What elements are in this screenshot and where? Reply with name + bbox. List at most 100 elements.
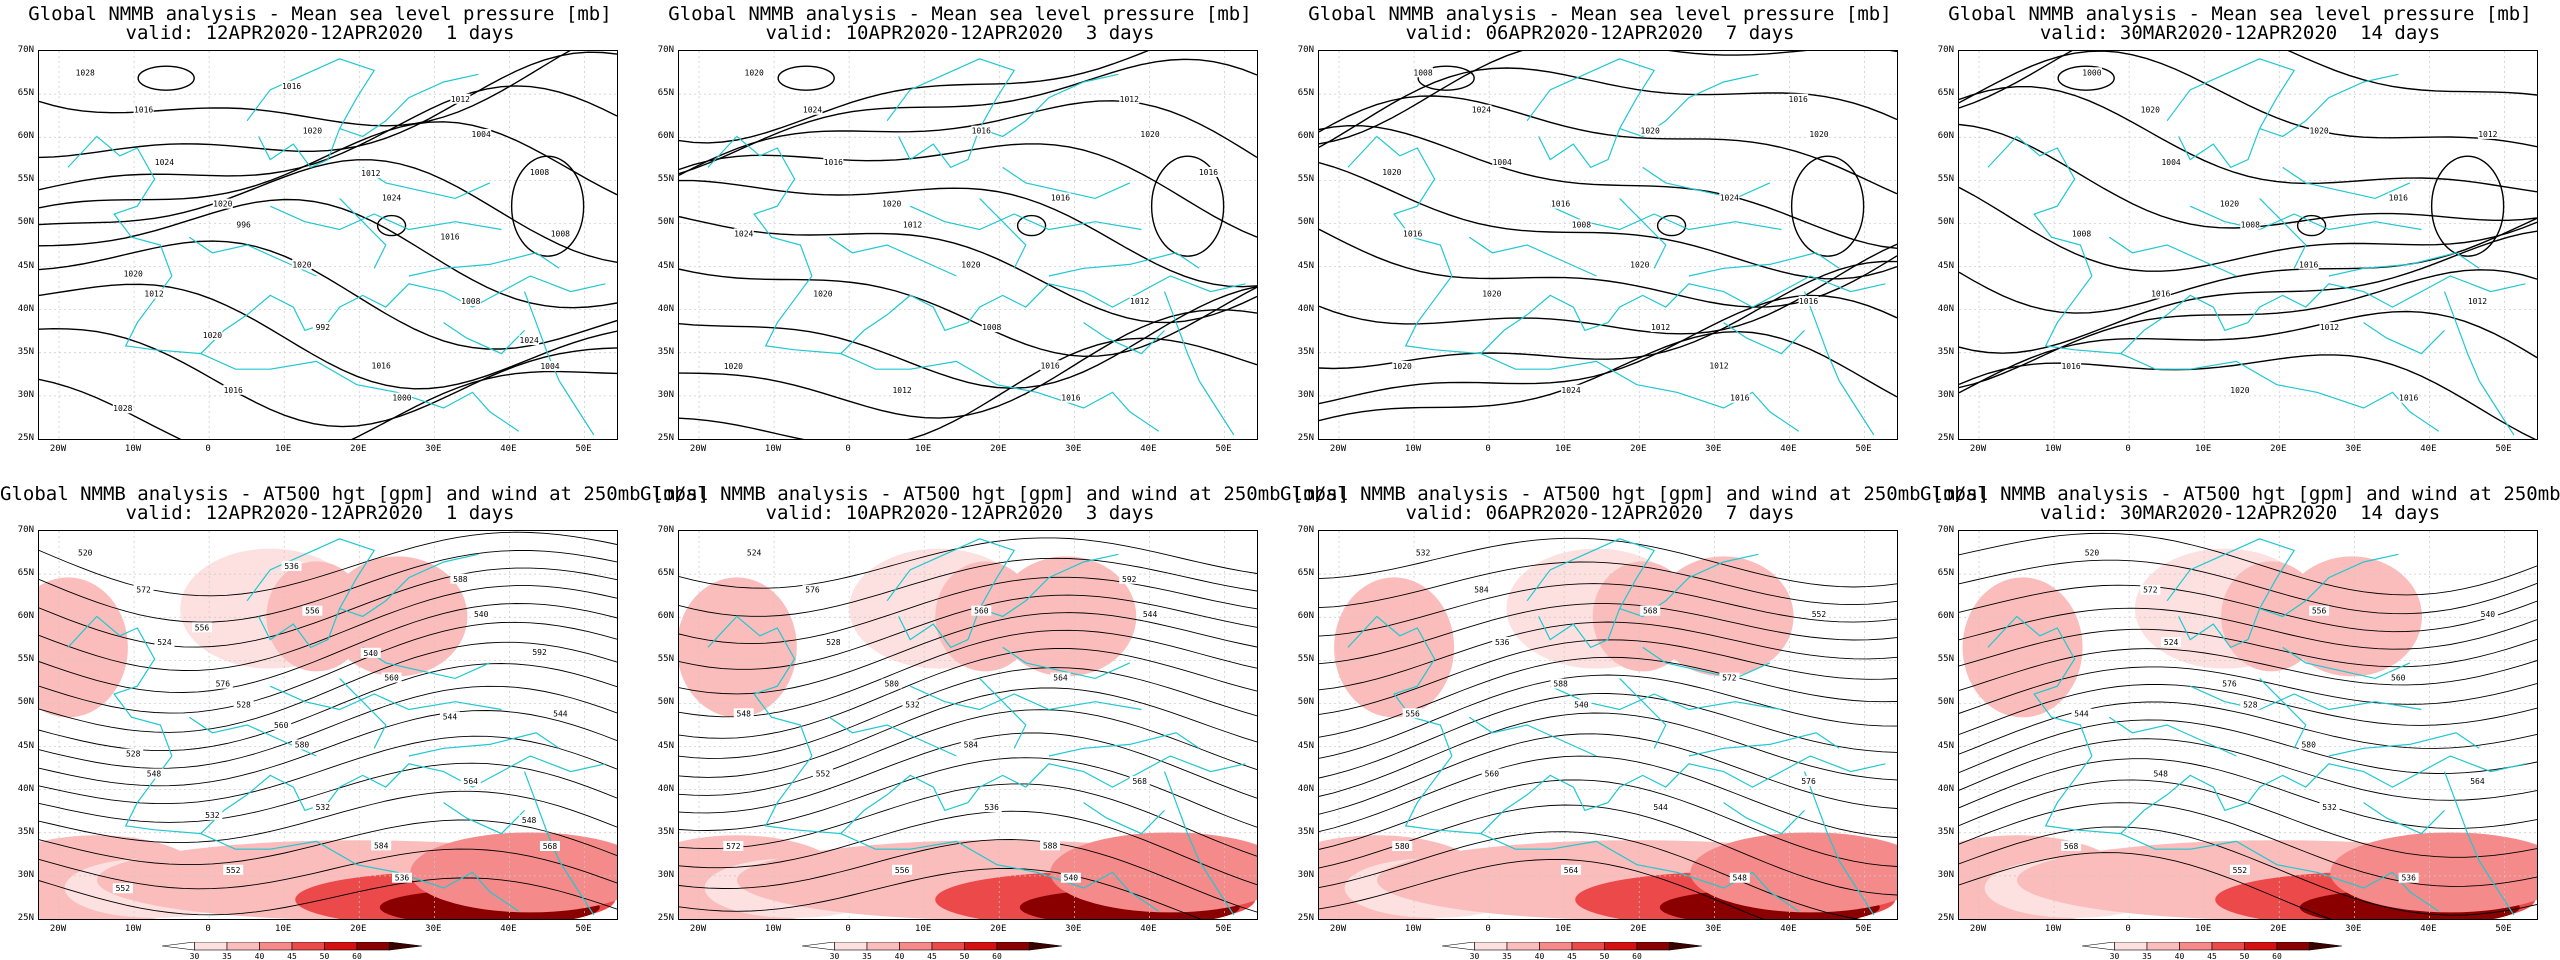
coastline: [339, 73, 479, 138]
contour-label-bg: [1129, 776, 1150, 787]
coastline: [2108, 716, 2237, 757]
isoline: [39, 198, 617, 309]
isoline: [1959, 269, 2537, 389]
lon-label: 0: [1485, 444, 1491, 454]
contour-label: 568: [2064, 842, 2079, 851]
isoline: [1319, 779, 1897, 867]
map-area: 1008 1004 1008 1012 1016 1020 1016 1020 1024 1020…: [1318, 50, 1898, 440]
contour-label: 1024: [1720, 194, 1739, 203]
coastline: [1803, 771, 1875, 916]
contour-label: 576: [805, 586, 820, 595]
coastline: [1404, 755, 1886, 835]
contour-label: 524: [157, 638, 172, 647]
contour-label-bg: [202, 809, 223, 820]
wind-shading: [679, 577, 797, 718]
colorbar-tick: 50: [1600, 952, 1610, 960]
contour-label-bg: [112, 883, 133, 894]
contour-label: 560: [1485, 770, 1500, 779]
contour-label-bg: [2219, 678, 2240, 689]
coastline: [828, 236, 957, 277]
contour-label: 568: [1643, 607, 1658, 616]
contour-label-bg: [1640, 125, 1661, 136]
pressure-center: [510, 155, 585, 257]
coastline: [909, 685, 1142, 711]
colorbar-swatch: [2146, 942, 2180, 951]
contour-label-bg: [881, 678, 902, 689]
contour-label: 576: [2222, 680, 2237, 689]
contour-label-bg: [460, 776, 481, 787]
isoline: [1319, 733, 1897, 815]
contour-label-bg: [154, 637, 175, 648]
contour-label-bg: [1060, 872, 1081, 883]
coastline: [1642, 646, 1771, 680]
lat-label: 50N: [17, 217, 34, 228]
lat-label: 35N: [1297, 826, 1314, 837]
isoline: [39, 685, 617, 769]
contour-label: 1016: [2399, 394, 2418, 403]
map-svg: 1028 1024 996 992 1000 1004 1008 1012 1016 1020 10…: [39, 51, 617, 439]
contour-label: 1012: [1130, 297, 1149, 306]
contour-label: 584: [374, 841, 389, 850]
contour-label: 1012: [903, 220, 922, 229]
isoline: [679, 783, 1257, 857]
panel-title: Global NMMB analysis - AT500 hgt [gpm] a…: [1920, 483, 2560, 505]
lon-label: 30E: [2345, 924, 2362, 934]
contour-label: 580: [295, 740, 310, 749]
colorbar-swatch: [1506, 942, 1540, 951]
coastline: [2363, 802, 2445, 835]
contour-label-bg: [1140, 128, 1161, 139]
isoline: [1959, 310, 2537, 394]
contour-label-bg: [2467, 776, 2488, 787]
contour-label: 1016: [1730, 394, 1749, 403]
isoline: [1319, 583, 1897, 637]
contour-label-bg: [812, 288, 833, 299]
lat-label: 65N: [1937, 568, 1954, 579]
contour-label: 1008: [551, 229, 570, 238]
isoline: [679, 100, 1257, 176]
map-panel: Global NMMB analysis - AT500 hgt [gpm] a…: [1920, 480, 2560, 960]
contour-label-bg: [1571, 219, 1592, 230]
contour-label-bg: [823, 637, 844, 648]
contour-label: 580: [1395, 842, 1410, 851]
contour-label-bg: [75, 67, 96, 78]
contour-label: 536: [284, 562, 299, 571]
contour-label-bg: [1413, 547, 1434, 558]
contour-label: 560: [274, 721, 289, 730]
isoline: [39, 585, 617, 671]
contour-label-bg: [1492, 157, 1513, 168]
coastline: [2259, 677, 2307, 749]
isoline: [1959, 826, 2537, 916]
coastline: [339, 677, 387, 749]
colorbar-swatch: [964, 942, 998, 951]
coastline: [339, 553, 479, 618]
contour-label-bg: [2398, 392, 2419, 403]
contour-label: 564: [1053, 674, 1068, 683]
contour-label-bg: [723, 360, 744, 371]
lat-label: 25N: [17, 913, 34, 923]
lon-label: 10E: [1555, 444, 1572, 454]
lon-label: 50E: [2495, 444, 2512, 454]
contour-label-bg: [733, 228, 754, 239]
isoline: [1959, 51, 2537, 148]
isoline: [1959, 186, 2537, 272]
coastline: [764, 755, 1246, 835]
colorbar-tick: 30: [830, 952, 840, 960]
coastline: [979, 553, 1119, 618]
lon-label: 40E: [1140, 924, 1157, 934]
contour-label: 1020: [203, 331, 222, 340]
contour-label-bg: [550, 228, 571, 239]
contour-label-bg: [1550, 198, 1571, 209]
lat-label: 60N: [657, 131, 674, 142]
lat-label: 40N: [1297, 783, 1314, 794]
contour-label: 1016: [1799, 297, 1818, 306]
lat-label: 35N: [17, 826, 34, 837]
contour-label: 584: [964, 740, 979, 749]
contour-label: 592: [532, 648, 547, 657]
colorbar-tick: 60: [992, 952, 1002, 960]
contour-label: 560: [2391, 674, 2406, 683]
lon-label: 10E: [2195, 444, 2212, 454]
contour-label: 536: [1495, 638, 1510, 647]
contour-label-bg: [281, 80, 302, 91]
contour-label-bg: [529, 166, 550, 177]
contour-label: 1016: [224, 386, 243, 395]
